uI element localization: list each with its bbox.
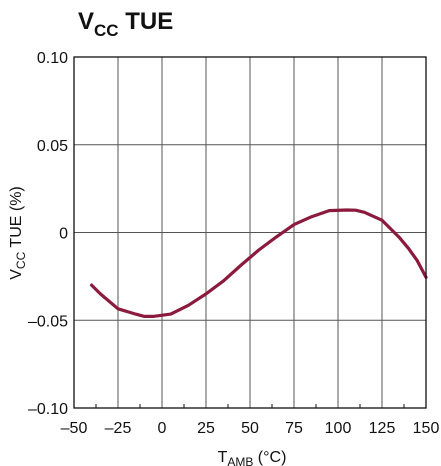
grid-lines <box>74 57 426 408</box>
minor-ticks <box>95 404 405 408</box>
x-tick-label-3: 25 <box>197 420 215 437</box>
x-tick-labels: –50 –25 0 25 50 75 100 125 150 <box>61 420 440 437</box>
x-axis-label-main: T <box>218 449 228 466</box>
y-axis-label: VCC TUE (%) <box>8 186 28 280</box>
y-tick-labels: 0.10 0.05 0 –0.05 –0.10 <box>28 50 68 418</box>
y-tick-label-1: 0.05 <box>37 138 68 155</box>
x-tick-label-6: 100 <box>325 420 352 437</box>
x-tick-label-7: 125 <box>369 420 396 437</box>
y-tick-label-3: –0.05 <box>28 313 68 330</box>
x-tick-label-5: 75 <box>285 420 303 437</box>
series-group <box>89 208 428 318</box>
x-tick-label-0: –50 <box>61 420 88 437</box>
chart-title-main: V <box>78 8 95 35</box>
x-tick-label-2: 0 <box>158 420 167 437</box>
y-axis-label-main: V <box>8 269 25 280</box>
series-line-0 <box>89 208 428 318</box>
chart-title-tail: TUE <box>118 8 174 35</box>
chart-title-subscript: CC <box>94 21 119 40</box>
x-tick-label-1: –25 <box>105 420 132 437</box>
y-tick-label-4: –0.10 <box>28 401 68 418</box>
y-axis-label-tail: TUE (%) <box>8 186 25 251</box>
x-axis-label-subscript: AMB <box>227 455 253 466</box>
plot-frame <box>73 56 427 409</box>
x-tick-label-4: 50 <box>241 420 259 437</box>
x-axis-label-tail: (°C) <box>253 449 286 466</box>
x-tick-label-8: 150 <box>413 420 440 437</box>
x-axis-label: TAMB (°C) <box>218 449 287 466</box>
y-tick-label-2: 0 <box>59 226 68 243</box>
chart-title: VCC TUE <box>78 8 174 40</box>
y-tick-label-0: 0.10 <box>37 50 68 67</box>
y-axis-label-subscript: CC <box>14 251 28 269</box>
